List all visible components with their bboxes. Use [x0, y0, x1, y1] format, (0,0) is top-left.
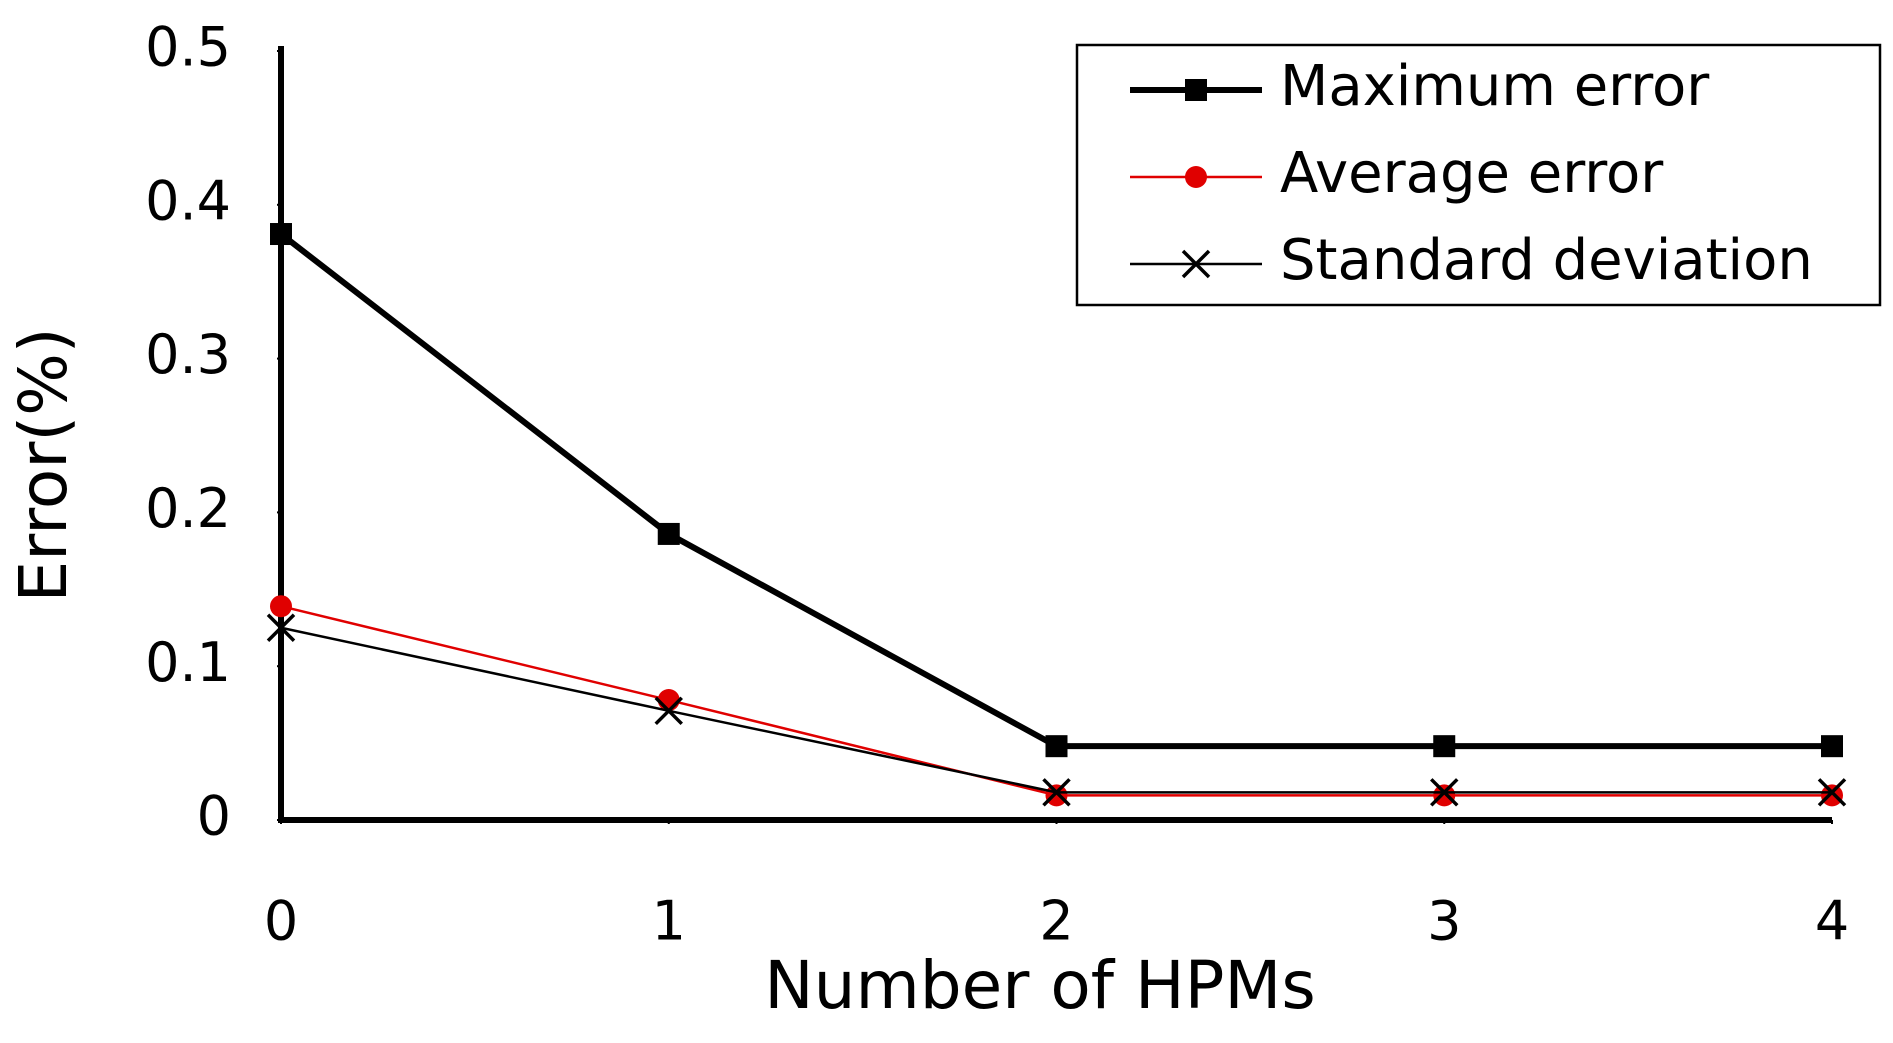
x-tick-label: 3 — [1427, 890, 1461, 953]
data-point — [1045, 735, 1068, 758]
legend-marker — [1185, 166, 1207, 188]
data-point — [1433, 735, 1456, 758]
series-line — [279, 231, 1832, 750]
data-point — [1045, 784, 1068, 807]
y-axis-title: Error(%) — [5, 327, 82, 602]
x-tick-label: 2 — [1039, 890, 1073, 953]
data-point — [1821, 735, 1843, 758]
series-line — [280, 605, 1832, 797]
x-axis-title: Number of HPMs — [764, 947, 1315, 1024]
y-tick-label: 0.1 — [145, 631, 231, 694]
x-tick-label: 0 — [264, 890, 298, 953]
data-point — [1042, 778, 1071, 807]
legend-label: Maximum error — [1280, 54, 1710, 119]
series-line — [280, 626, 1832, 794]
data-point — [270, 223, 292, 246]
data-point — [266, 613, 296, 642]
data-point — [1433, 784, 1456, 807]
y-tick-label: 0 — [197, 785, 231, 848]
data-point — [270, 595, 292, 618]
legend-marker — [1181, 249, 1211, 279]
x-tick-label: 4 — [1815, 890, 1849, 953]
legend-label: Standard deviation — [1280, 228, 1813, 293]
y-tick-label: 0.3 — [145, 323, 231, 386]
legend-label: Average error — [1280, 141, 1664, 206]
y-tick-label: 0.2 — [145, 477, 231, 540]
data-point — [1821, 784, 1843, 807]
data-point — [657, 689, 680, 712]
y-tick-label: 0.4 — [145, 169, 231, 232]
legend-box — [1075, 43, 1882, 307]
data-point — [1817, 778, 1847, 807]
data-point — [1430, 778, 1459, 807]
y-tick-label: 0.5 — [145, 16, 231, 79]
data-point — [657, 522, 680, 545]
data-point — [654, 696, 683, 726]
legend-marker — [1185, 79, 1207, 101]
x-tick-label: 1 — [652, 890, 686, 953]
